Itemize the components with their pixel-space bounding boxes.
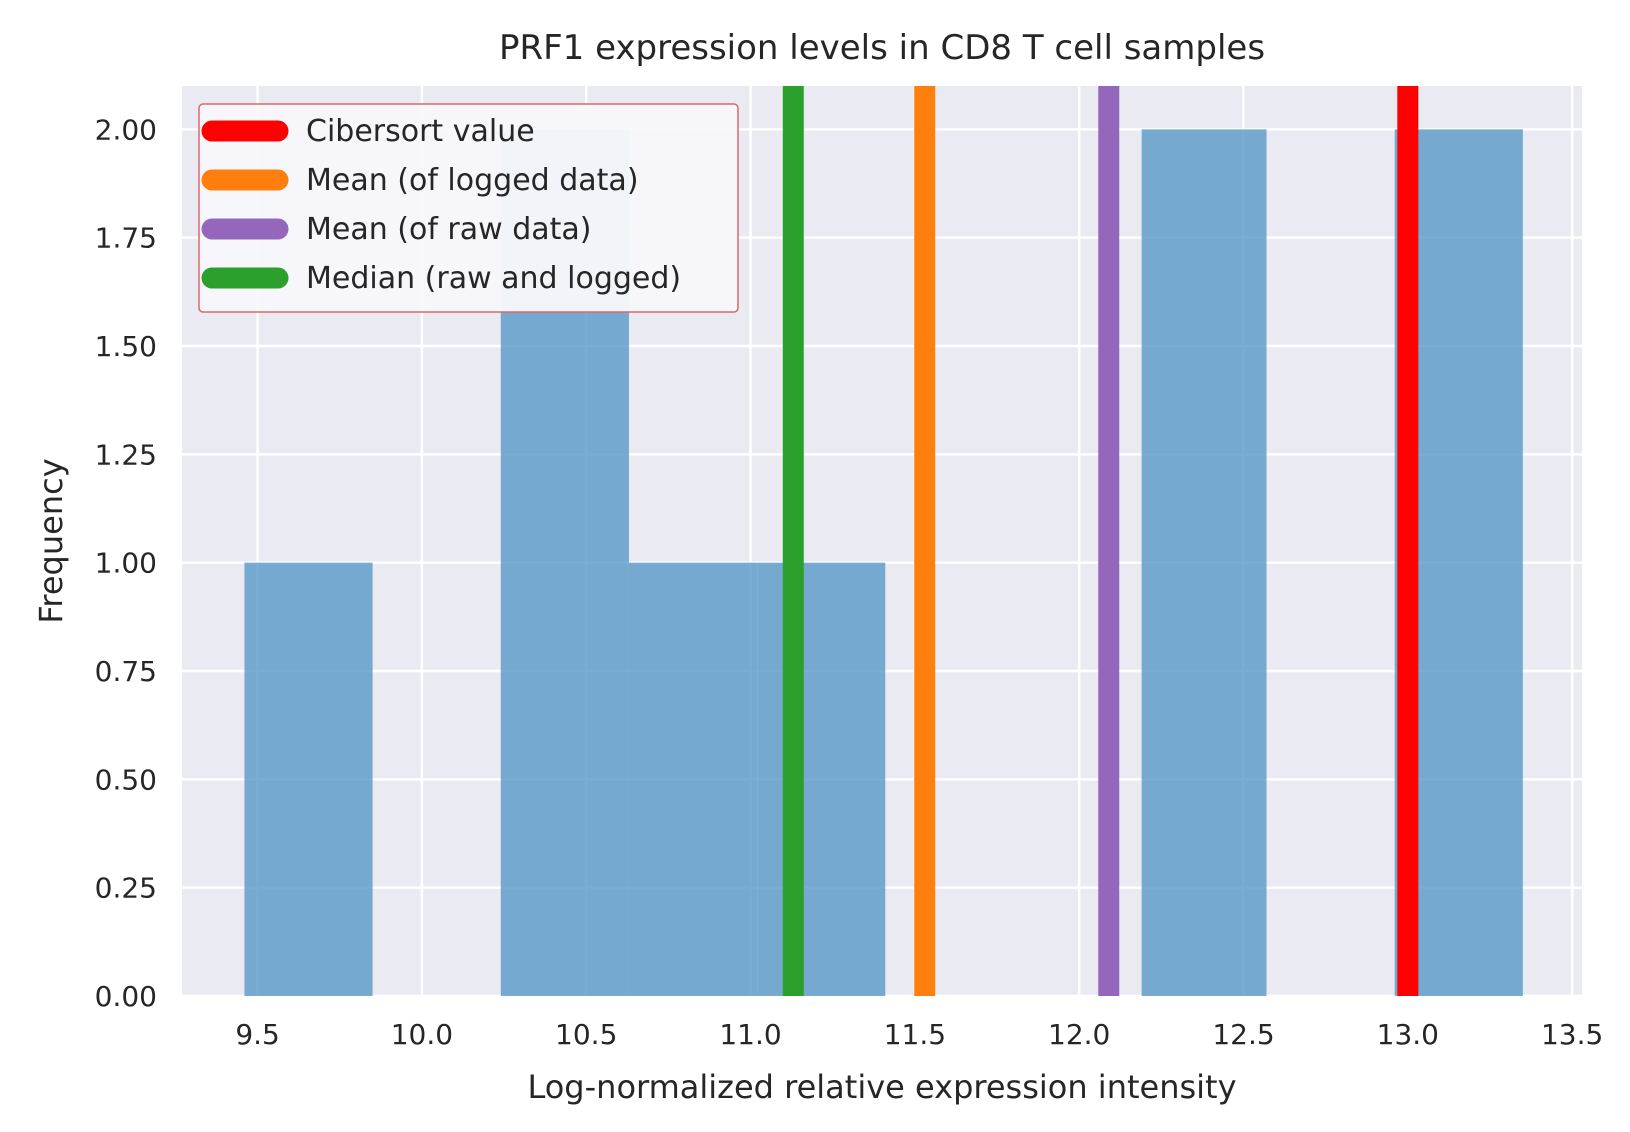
y-tick-label: 0.75 [95, 655, 157, 688]
x-tick-label: 12.0 [1048, 1018, 1110, 1051]
y-tick-label: 0.50 [95, 763, 157, 796]
y-tick-label: 2.00 [95, 113, 157, 146]
y-tick-label: 1.75 [95, 222, 157, 255]
y-axis-ticks: 0.00 0.25 0.50 0.75 1.00 1.25 1.50 1.75 2.00 [95, 113, 157, 1013]
y-axis-label: Frequency [32, 458, 70, 623]
x-tick-label: 10.0 [391, 1018, 453, 1051]
histogram-bar [757, 562, 886, 996]
x-tick-label: 13.5 [1541, 1018, 1603, 1051]
y-tick-label: 1.50 [95, 330, 157, 363]
statistic-lines [782, 86, 1419, 996]
legend-label: Mean (of raw data) [306, 212, 592, 247]
y-tick-label: 0.25 [95, 872, 157, 905]
legend-label: Cibersort value [306, 114, 535, 149]
x-tick-label: 11.0 [719, 1018, 781, 1051]
x-tick-label: 10.5 [555, 1018, 617, 1051]
y-tick-label: 1.25 [95, 438, 157, 471]
legend: Cibersort value Mean (of logged data) Mean… [198, 103, 739, 313]
legend-label: Median (raw and logged) [306, 261, 681, 296]
y-tick-label: 0.00 [95, 980, 157, 1013]
x-axis-ticks: 9.5 10.0 10.5 11.0 11.5 12.0 12.5 13.0 13.5 [235, 1018, 1603, 1051]
x-tick-label: 13.0 [1377, 1018, 1439, 1051]
x-tick-label: 12.5 [1212, 1018, 1274, 1051]
y-tick-label: 1.00 [95, 547, 157, 580]
chart-title: PRF1 expression levels in CD8 T cell sam… [499, 28, 1265, 68]
histogram-bar [244, 562, 373, 996]
x-axis-label: Log-normalized relative expression inten… [527, 1068, 1236, 1106]
x-tick-label: 11.5 [884, 1018, 946, 1051]
legend-label: Mean (of logged data) [306, 163, 639, 198]
histogram-bar [628, 562, 758, 996]
histogram-bar [1141, 129, 1267, 997]
legend-box [198, 103, 739, 313]
x-tick-label: 9.5 [235, 1018, 280, 1051]
